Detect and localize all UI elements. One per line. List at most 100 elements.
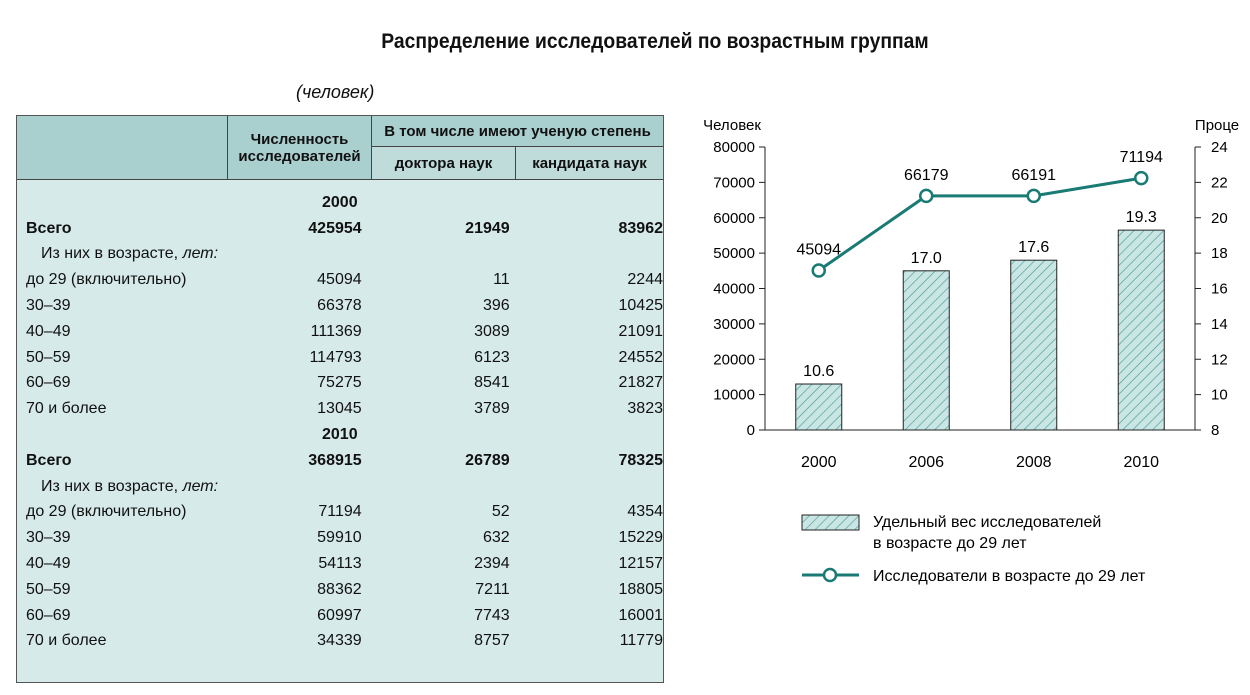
bar	[795, 383, 843, 431]
row-label: 30–39	[26, 529, 71, 547]
table-body: 2000 Всего 425954 21949 83962 Из них в возрас…	[17, 190, 663, 654]
left-tick-label: 40000	[713, 281, 755, 298]
doctors-cell: 7743	[474, 606, 510, 624]
total-row: Всего 425954 21949 83962	[17, 216, 663, 242]
right-tick-label: 8	[1211, 422, 1219, 439]
candidates-cell: 3823	[627, 400, 663, 418]
researchers-cell: 71194	[318, 503, 362, 521]
right-tick-label: 18	[1211, 245, 1228, 262]
x-tick-label: 2010	[1123, 454, 1159, 471]
header-blank	[17, 116, 228, 180]
researchers-cell: 425954	[308, 219, 362, 237]
row-label: 70 и более	[26, 632, 107, 650]
age-subheader: Из них в возрасте, лет:	[17, 474, 663, 500]
line-value-label: 66191	[1012, 167, 1057, 184]
bar-value-label: 19.3	[1126, 209, 1157, 226]
x-tick-label: 2008	[1016, 454, 1052, 471]
left-tick-label: 50000	[713, 245, 755, 262]
age-subheader-unit: лет:	[182, 245, 219, 263]
year-row: 2010	[17, 422, 663, 448]
left-tick-label: 10000	[713, 387, 755, 404]
candidates-cell: 78325	[618, 451, 664, 469]
doctors-cell: 8757	[474, 632, 510, 650]
doctors-cell: 3789	[474, 400, 510, 418]
row-label: 60–69	[26, 374, 71, 392]
header-degree-group: В том числе имеют ученую степень	[371, 116, 663, 148]
candidates-cell: 2244	[627, 271, 663, 289]
age-subheader-unit: лет:	[182, 477, 219, 495]
candidates-cell: 12157	[618, 555, 664, 573]
unit-note: (человек)	[296, 82, 375, 102]
bar-value-label: 10.6	[803, 363, 834, 380]
right-tick-label: 16	[1211, 281, 1228, 298]
candidates-cell: 10425	[618, 297, 664, 315]
legend-bar-swatch	[801, 514, 860, 531]
line-point	[1134, 170, 1149, 186]
row-label: Всего	[26, 451, 72, 469]
header-researchers-line2: исследователей	[238, 147, 361, 165]
age-subheader-text: Из них в возрасте,	[41, 245, 183, 263]
doctors-cell: 396	[482, 297, 510, 315]
data-table: Численность исследователей В том числе и…	[16, 115, 664, 683]
age-subheader-text: Из них в возрасте,	[41, 477, 183, 495]
doctors-cell: 7211	[475, 580, 510, 598]
table-row: 70 и более 34339 8757 11779	[17, 629, 663, 655]
researchers-cell: 75275	[317, 374, 362, 392]
table-row: 50–59 114793 6123 24552	[17, 345, 663, 371]
table-row: 40–49 111369 3089 21091	[17, 319, 663, 345]
doctors-cell: 26789	[465, 451, 510, 469]
bar	[1010, 259, 1058, 431]
table-row: 50–59 88362 7211 18805	[17, 577, 663, 603]
researchers-cell: 34339	[317, 632, 362, 650]
candidates-cell: 15229	[618, 529, 664, 547]
row-label: 40–49	[26, 322, 71, 340]
legend-bar-label-line1: Удельный вес исследователей	[873, 514, 1101, 531]
researchers-cell: 59910	[317, 529, 362, 547]
doctors-cell: 6123	[474, 348, 510, 366]
line-point	[919, 188, 934, 204]
header-candidates: кандидата наук	[515, 146, 663, 180]
legend-line-marker	[822, 567, 838, 583]
bar-value-label: 17.0	[911, 250, 942, 267]
researchers-cell: 88362	[317, 580, 362, 598]
bar-value-label: 17.6	[1018, 239, 1049, 256]
doctors-cell: 3089	[474, 322, 510, 340]
right-tick-label: 24	[1211, 139, 1228, 156]
subheader-row: Из них в возрасте, лет:	[17, 474, 663, 500]
line-value-label: 45094	[797, 241, 842, 258]
row-label: 70 и более	[26, 400, 107, 418]
table-header: Численность исследователей В том числе и…	[17, 116, 663, 180]
doctors-cell: 11	[493, 271, 510, 289]
candidates-cell: 11779	[619, 632, 663, 650]
candidates-cell: 4354	[627, 503, 663, 521]
candidates-cell: 24552	[618, 348, 664, 366]
researchers-cell: 111369	[310, 322, 362, 340]
table-row: 60–69 60997 7743 16001	[17, 603, 663, 629]
table-row: 60–69 75275 8541 21827	[17, 371, 663, 397]
researchers-cell: 66378	[317, 297, 362, 315]
left-tick-label: 20000	[713, 351, 755, 368]
legend-bar-label-line2: в возрасте до 29 лет	[873, 535, 1027, 552]
left-tick-label: 0	[747, 422, 755, 439]
line-value-label: 66179	[904, 167, 949, 184]
candidates-cell: 18805	[618, 580, 664, 598]
year-label: 2000	[322, 193, 358, 211]
researchers-cell: 45094	[317, 271, 362, 289]
line-point	[811, 263, 826, 278]
year-label: 2010	[322, 426, 358, 444]
header-researchers: Численность исследователей	[227, 116, 372, 180]
year-row: 2000	[17, 190, 663, 216]
researchers-cell: 114793	[309, 348, 362, 366]
row-label: до 29 (включительно)	[26, 271, 187, 289]
row-label: 30–39	[26, 297, 71, 315]
right-tick-label: 10	[1211, 387, 1228, 404]
right-tick-label: 12	[1211, 351, 1228, 368]
header-doctors: доктора наук	[371, 146, 516, 180]
table-row: до 29 (включительно) 71194 52 4354	[17, 500, 663, 526]
row-label: 40–49	[26, 555, 71, 573]
researchers-cell: 60997	[317, 606, 362, 624]
table-row: 70 и более 13045 3789 3823	[17, 396, 663, 422]
doctors-cell: 52	[491, 503, 510, 521]
row-label: 50–59	[26, 348, 71, 366]
age-subheader: Из них в возрасте, лет:	[17, 242, 663, 268]
